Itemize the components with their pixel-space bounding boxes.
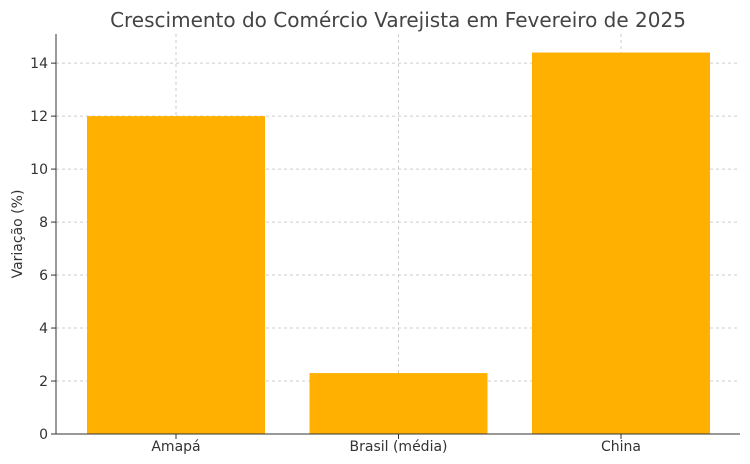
chart-title: Crescimento do Comércio Varejista em Fev… [110,8,686,32]
bars-layer [87,52,710,435]
y-tick-label: 6 [39,268,48,284]
x-tick-label: Amapá [151,439,200,455]
y-tick-label: 12 [30,109,48,125]
y-tick-label: 8 [39,215,48,231]
y-axis-label: Variação (%) [10,190,26,279]
x-tick-label: Brasil (média) [350,439,448,455]
x-tick-label: China [601,439,641,455]
y-tick-label: 0 [39,427,48,443]
y-tick-label: 14 [30,56,48,72]
y-tick-label: 4 [39,321,48,337]
bar-3 [532,52,710,435]
y-tick-label: 10 [30,162,48,178]
axes-layer: 0 2 4 6 8 10 12 14 Amapá Brasil (média) China [30,34,740,455]
bar-1 [87,116,265,434]
bar-2 [309,373,488,434]
y-tick-label: 2 [39,374,48,390]
